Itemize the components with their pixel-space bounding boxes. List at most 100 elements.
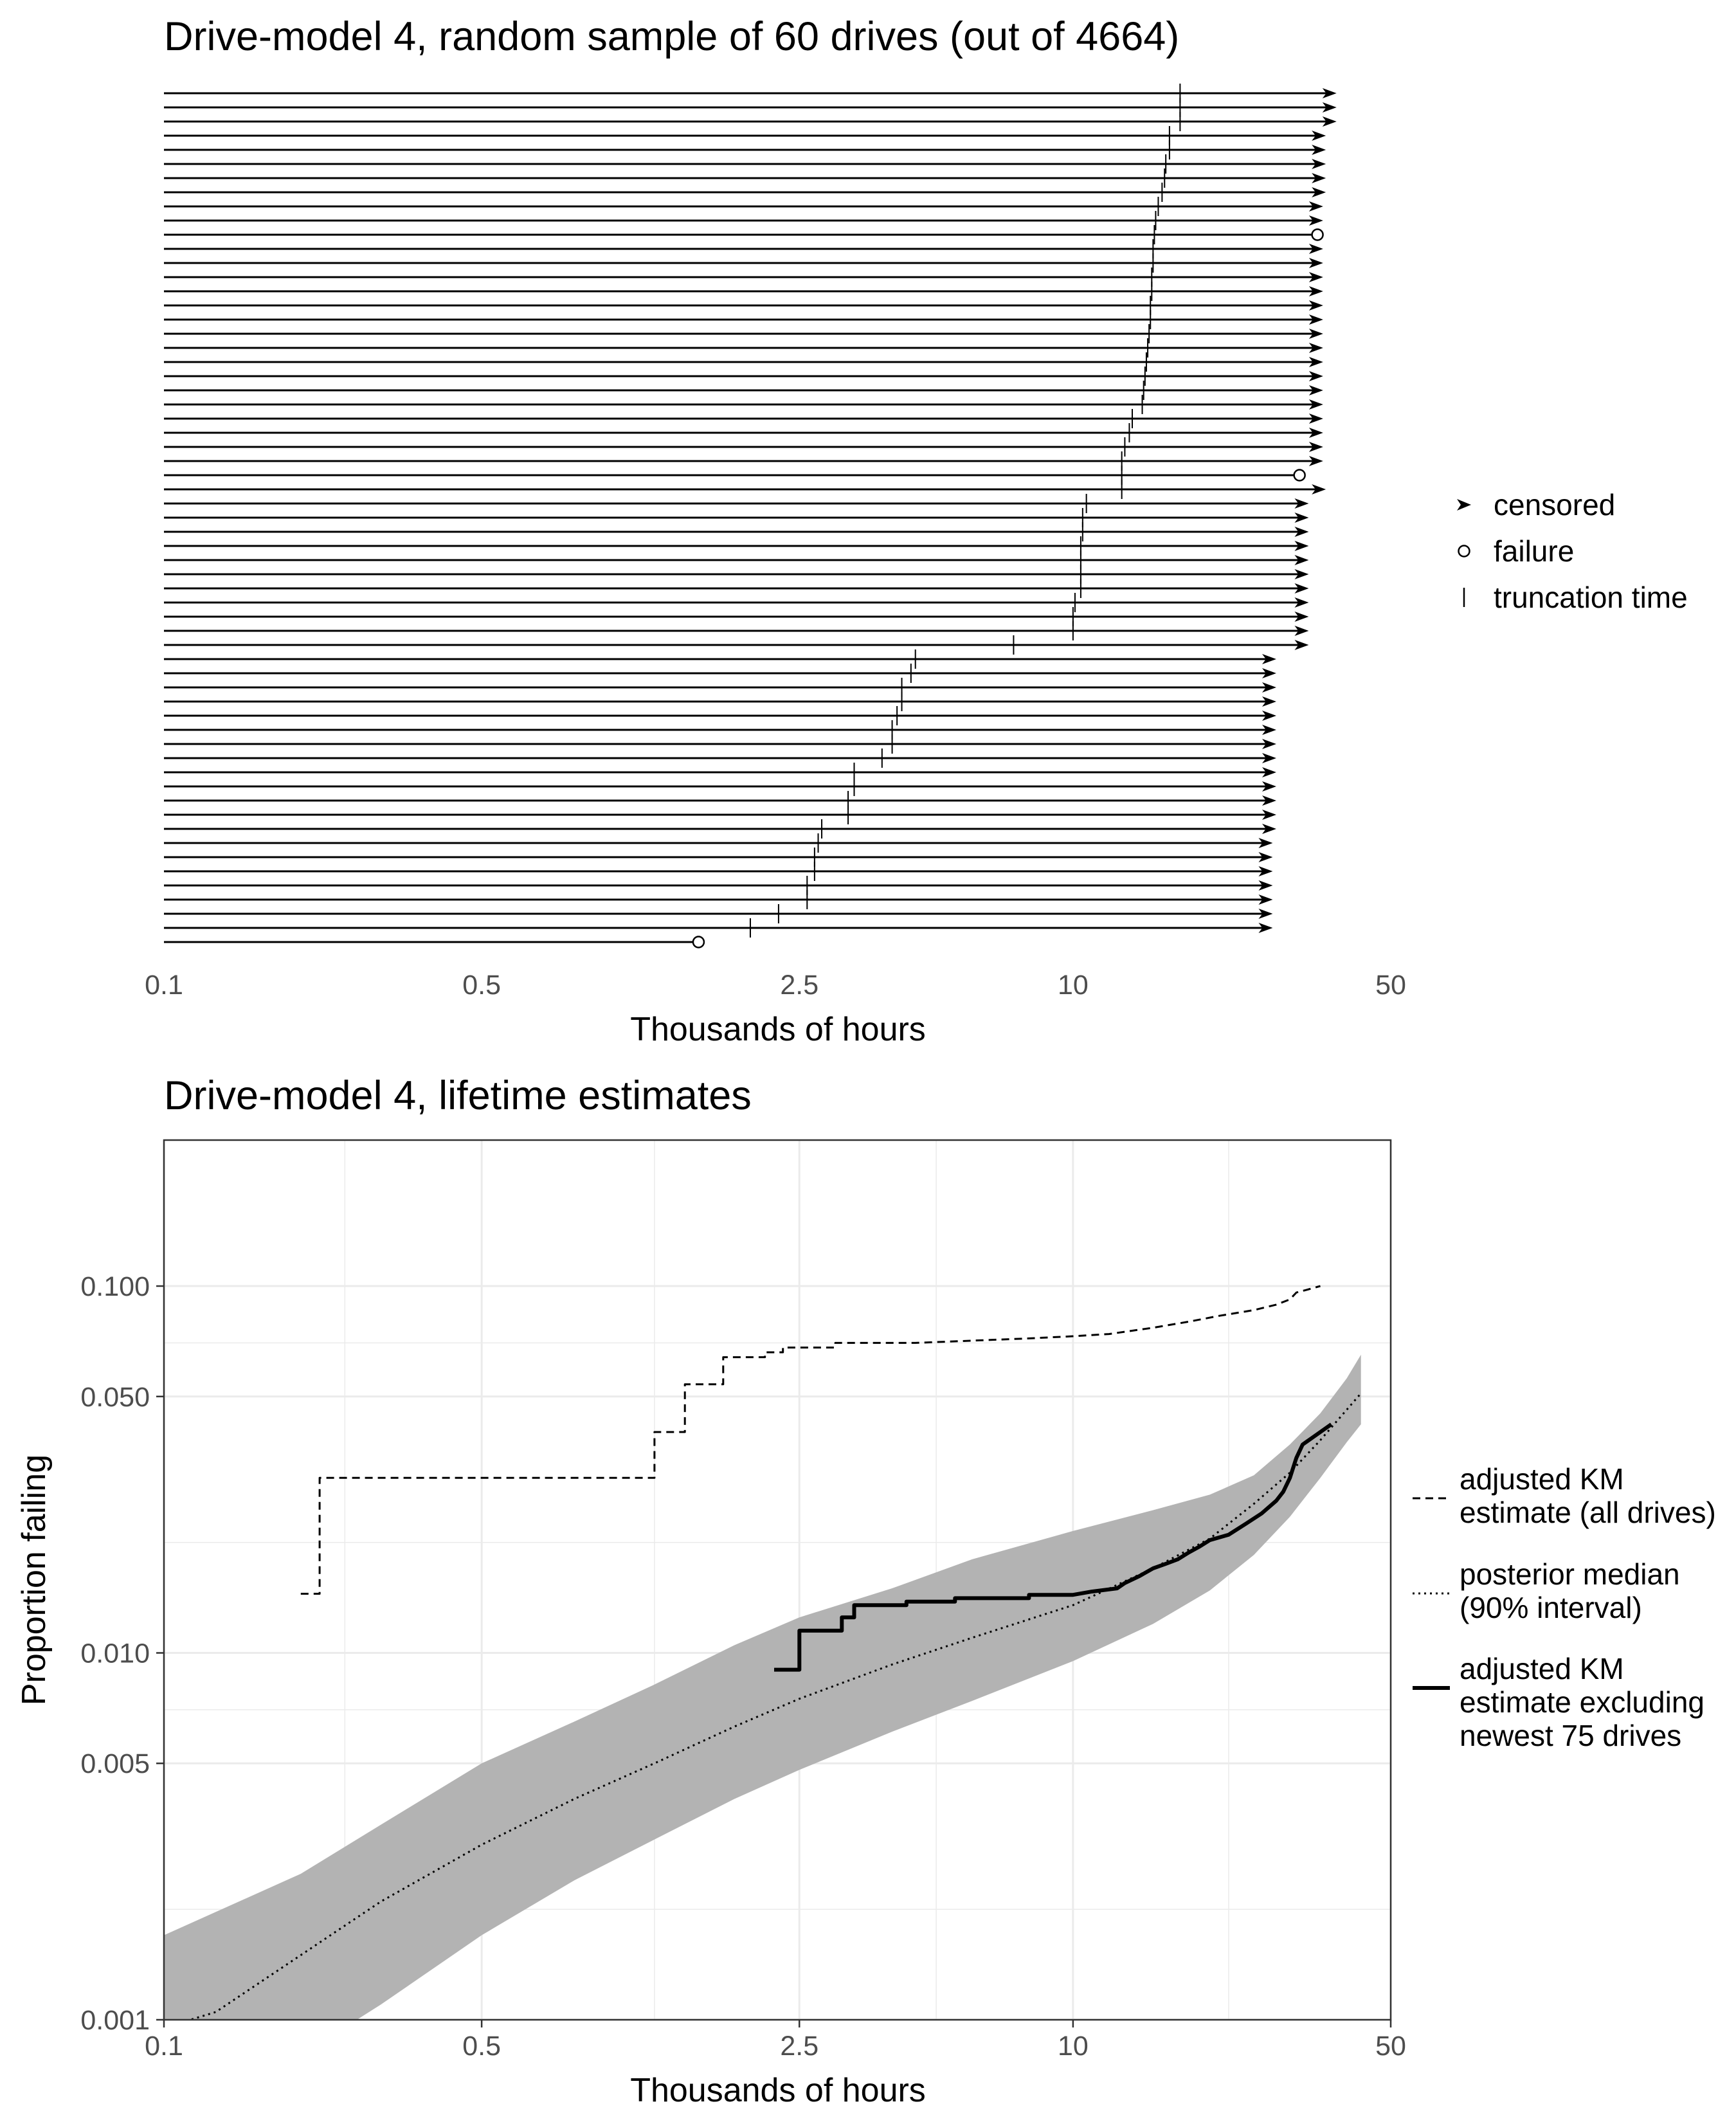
drive-row — [164, 522, 1309, 541]
legend-item-failure: failure — [1458, 534, 1574, 568]
censored-marker — [1308, 456, 1323, 466]
x-tick-label: 2.5 — [780, 970, 818, 1001]
drive-row — [164, 451, 1323, 471]
censored-marker — [1308, 215, 1323, 226]
drive-row — [164, 338, 1323, 358]
censored-marker — [1261, 696, 1276, 707]
drive-row — [164, 211, 1323, 230]
censored-marker — [1294, 555, 1309, 565]
censored-marker — [1308, 314, 1323, 325]
legend-label: estimate (all drives) — [1460, 1496, 1716, 1529]
drive-row — [164, 409, 1323, 428]
censored-marker — [1308, 343, 1323, 353]
censored-marker — [1261, 668, 1276, 678]
drive-row — [164, 268, 1323, 287]
failure-marker — [1293, 469, 1306, 482]
legend-label: estimate excluding — [1460, 1685, 1704, 1719]
drive-row — [164, 607, 1309, 626]
drive-row — [164, 579, 1309, 598]
censored-marker — [1261, 725, 1276, 735]
censored-marker — [1294, 612, 1309, 622]
censored-marker — [1308, 442, 1323, 452]
censored-marker — [1322, 102, 1337, 113]
legend-label: adjusted KM — [1460, 1462, 1624, 1496]
censored-marker — [1308, 300, 1323, 311]
estimate-lines — [187, 1285, 1362, 2020]
censored-marker — [1308, 413, 1323, 424]
drive-row — [164, 720, 1276, 739]
censored-marker — [1312, 173, 1326, 183]
censored-marker — [1294, 541, 1309, 551]
drive-row — [164, 777, 1276, 796]
posterior-interval-band — [164, 1354, 1361, 2020]
bottom-chart-title: Drive-model 4, lifetime estimates — [164, 1073, 752, 1118]
censored-marker — [1258, 894, 1273, 905]
y-tick-label: 0.010 — [80, 1638, 150, 1669]
drive-row — [164, 706, 1276, 725]
censored-marker — [1312, 131, 1326, 141]
legend-label: truncation time — [1494, 581, 1688, 614]
drive-row — [164, 466, 1306, 485]
drive-row — [164, 550, 1309, 570]
drive-row — [164, 862, 1273, 881]
legend-label: adjusted KM — [1460, 1652, 1624, 1685]
censored-marker — [1308, 244, 1323, 254]
censored-marker — [1258, 923, 1273, 933]
top-legend: censored failure truncation time — [1457, 488, 1688, 614]
drive-row — [164, 876, 1273, 895]
drive-row — [164, 253, 1323, 273]
y-tick-label: 0.001 — [80, 2005, 150, 2036]
interval-band — [164, 1354, 1361, 2020]
bottom-y-axis-label: Proportion failing — [15, 1455, 53, 1705]
censored-marker — [1308, 428, 1323, 438]
lifetime-estimates-chart: Drive-model 4, lifetime estimates 0.001 0… — [15, 1073, 1716, 2109]
censored-marker — [1308, 329, 1323, 339]
failure-marker — [1311, 228, 1324, 241]
censored-marker — [1308, 201, 1323, 212]
drive-row — [164, 310, 1323, 329]
censored-marker — [1261, 654, 1276, 664]
drive-row — [164, 154, 1326, 174]
x-tick-label: 0.1 — [145, 970, 183, 1001]
censored-marker — [1308, 399, 1323, 410]
censored-marker — [1294, 498, 1309, 509]
drive-row — [164, 239, 1323, 258]
censored-marker — [1308, 371, 1323, 381]
drive-row — [164, 183, 1326, 202]
drive-row — [164, 112, 1337, 131]
drive-row — [164, 423, 1323, 442]
censored-marker — [1294, 626, 1309, 636]
y-tick-label: 0.100 — [80, 1271, 150, 1302]
drive-row — [164, 848, 1273, 867]
legend-label: (90% interval) — [1460, 1591, 1642, 1624]
drive-row — [164, 763, 1276, 782]
drive-row — [164, 649, 1276, 669]
series-posterior — [187, 1392, 1362, 2020]
censored-key-icon — [1457, 499, 1471, 511]
drive-row — [164, 225, 1324, 244]
failure-key-icon — [1458, 545, 1470, 558]
drive-row — [164, 678, 1276, 697]
drive-row — [164, 936, 705, 948]
censored-marker — [1258, 866, 1273, 876]
drive-row — [164, 904, 1273, 923]
drive-row — [164, 890, 1273, 909]
drive-row — [164, 98, 1337, 117]
censored-marker — [1261, 711, 1276, 721]
censored-marker — [1258, 909, 1273, 919]
censored-marker — [1261, 781, 1276, 792]
censored-marker — [1261, 795, 1276, 806]
drive-row — [164, 395, 1323, 414]
censored-marker — [1294, 597, 1309, 608]
censored-marker — [1258, 880, 1273, 891]
drive-sample-chart: Drive-model 4, random sample of 60 drive… — [145, 14, 1688, 1048]
x-tick-label: 0.5 — [462, 2031, 501, 2062]
drive-row — [164, 197, 1323, 216]
legend-label: censored — [1494, 488, 1615, 521]
y-tick-label: 0.050 — [80, 1382, 150, 1413]
drive-row — [164, 324, 1323, 343]
censored-marker — [1294, 640, 1309, 650]
